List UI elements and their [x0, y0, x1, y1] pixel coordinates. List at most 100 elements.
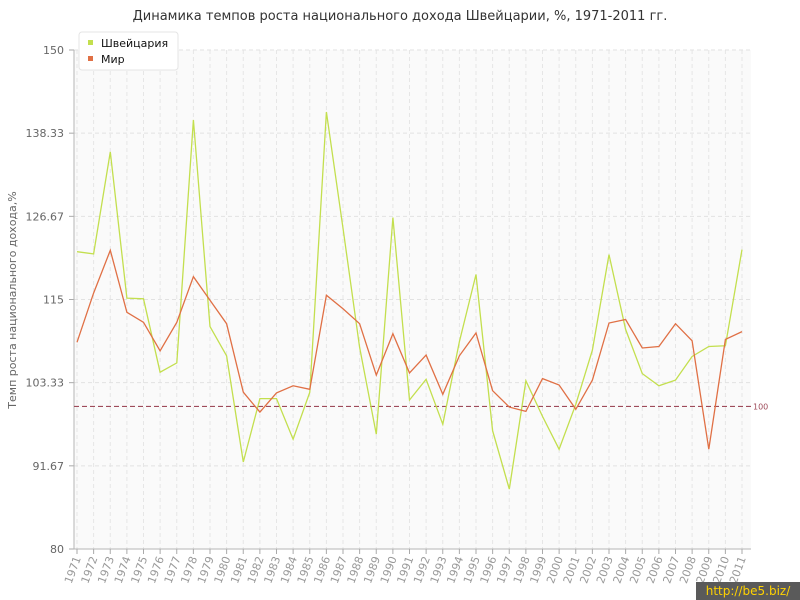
data-point-1[interactable] [491, 389, 494, 392]
data-point-1[interactable] [92, 292, 95, 295]
data-point-1[interactable] [408, 371, 411, 374]
data-point-1[interactable] [591, 379, 594, 382]
data-point-1[interactable] [358, 322, 361, 325]
data-point-1[interactable] [308, 388, 311, 391]
data-point-0[interactable] [109, 150, 112, 153]
data-point-1[interactable] [225, 322, 228, 325]
y-tick-label: 138.33 [26, 127, 65, 140]
data-point-0[interactable] [508, 488, 511, 491]
data-point-1[interactable] [425, 354, 428, 357]
data-point-1[interactable] [674, 322, 677, 325]
data-point-0[interactable] [192, 118, 195, 121]
data-point-1[interactable] [475, 332, 478, 335]
data-point-0[interactable] [541, 415, 544, 418]
data-point-0[interactable] [308, 391, 311, 394]
data-point-0[interactable] [159, 371, 162, 374]
data-point-1[interactable] [325, 294, 328, 297]
data-point-1[interactable] [541, 377, 544, 380]
data-point-0[interactable] [242, 461, 245, 464]
data-point-1[interactable] [707, 448, 710, 451]
data-point-1[interactable] [258, 411, 261, 414]
series-line-0 [76, 111, 743, 490]
data-point-1[interactable] [458, 354, 461, 357]
data-point-1[interactable] [109, 249, 112, 252]
data-point-1[interactable] [242, 391, 245, 394]
data-point-0[interactable] [475, 273, 478, 276]
legend-label-switzerland: Швейцария [101, 37, 168, 50]
data-point-0[interactable] [358, 346, 361, 349]
data-point-0[interactable] [225, 354, 228, 357]
data-point-1[interactable] [558, 384, 561, 387]
data-point-0[interactable] [258, 397, 261, 400]
data-point-0[interactable] [491, 429, 494, 432]
watermark-link[interactable]: http://be5.biz/ [696, 582, 800, 600]
data-point-0[interactable] [292, 438, 295, 441]
data-point-0[interactable] [408, 399, 411, 402]
data-point-0[interactable] [209, 325, 212, 328]
data-point-1[interactable] [292, 384, 295, 387]
legend-item-switzerland[interactable]: Швейцария [88, 37, 168, 50]
data-point-1[interactable] [724, 338, 727, 341]
data-point-0[interactable] [391, 216, 394, 219]
data-point-0[interactable] [574, 403, 577, 406]
data-point-0[interactable] [691, 355, 694, 358]
data-point-0[interactable] [342, 227, 345, 230]
data-point-0[interactable] [674, 379, 677, 382]
data-point-1[interactable] [624, 318, 627, 321]
data-point-0[interactable] [657, 384, 660, 387]
data-point-1[interactable] [391, 332, 394, 335]
reference-line-group: 100 [74, 402, 768, 411]
data-point-1[interactable] [508, 406, 511, 409]
data-point-1[interactable] [608, 322, 611, 325]
data-point-1[interactable] [209, 299, 212, 302]
data-point-0[interactable] [92, 252, 95, 255]
data-point-0[interactable] [375, 433, 378, 436]
data-point-0[interactable] [624, 328, 627, 331]
data-point-1[interactable] [657, 345, 660, 348]
data-point-0[interactable] [524, 379, 527, 382]
x-tick-labels: 1971197219731974197519761977197819791980… [62, 555, 749, 586]
data-point-0[interactable] [441, 423, 444, 426]
legend[interactable]: Швейцария Мир [78, 31, 179, 71]
data-point-0[interactable] [641, 372, 644, 375]
grid-lines [74, 49, 751, 550]
data-point-0[interactable] [425, 378, 428, 381]
data-point-1[interactable] [175, 321, 178, 324]
data-point-0[interactable] [142, 297, 145, 300]
data-point-0[interactable] [325, 111, 328, 114]
reference-line-label: 100 [753, 402, 768, 411]
data-point-1[interactable] [142, 321, 145, 324]
data-point-0[interactable] [741, 248, 744, 251]
legend-label-world: Мир [101, 53, 125, 66]
data-point-0[interactable] [591, 349, 594, 352]
data-point-1[interactable] [275, 391, 278, 394]
data-point-0[interactable] [76, 250, 79, 253]
data-point-1[interactable] [125, 311, 128, 314]
y-tick-labels: 80 91.67 103.33 115 126.67 138.33 150 [26, 44, 65, 556]
y-tick-label: 103.33 [26, 377, 65, 390]
data-point-0[interactable] [608, 253, 611, 256]
data-point-1[interactable] [441, 393, 444, 396]
data-point-0[interactable] [275, 397, 278, 400]
series-line-1 [76, 248, 743, 450]
data-point-1[interactable] [691, 339, 694, 342]
data-point-0[interactable] [458, 340, 461, 343]
series-lines [76, 111, 744, 491]
y-tick-label: 126.67 [26, 210, 65, 223]
data-point-1[interactable] [741, 330, 744, 333]
data-point-1[interactable] [524, 410, 527, 413]
data-point-0[interactable] [175, 361, 178, 364]
y-tick-label: 150 [43, 44, 64, 57]
data-point-1[interactable] [192, 275, 195, 278]
data-point-0[interactable] [125, 297, 128, 300]
data-point-0[interactable] [707, 345, 710, 348]
data-point-1[interactable] [641, 346, 644, 349]
data-point-1[interactable] [159, 349, 162, 352]
legend-item-world[interactable]: Мир [88, 53, 125, 66]
data-point-1[interactable] [574, 408, 577, 411]
data-point-0[interactable] [558, 448, 561, 451]
data-point-1[interactable] [342, 307, 345, 310]
data-point-1[interactable] [76, 341, 79, 344]
data-point-1[interactable] [375, 374, 378, 377]
